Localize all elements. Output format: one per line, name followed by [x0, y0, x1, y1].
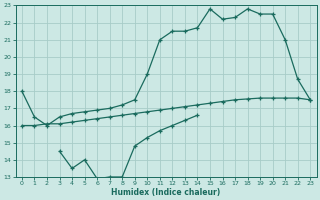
- X-axis label: Humidex (Indice chaleur): Humidex (Indice chaleur): [111, 188, 221, 197]
